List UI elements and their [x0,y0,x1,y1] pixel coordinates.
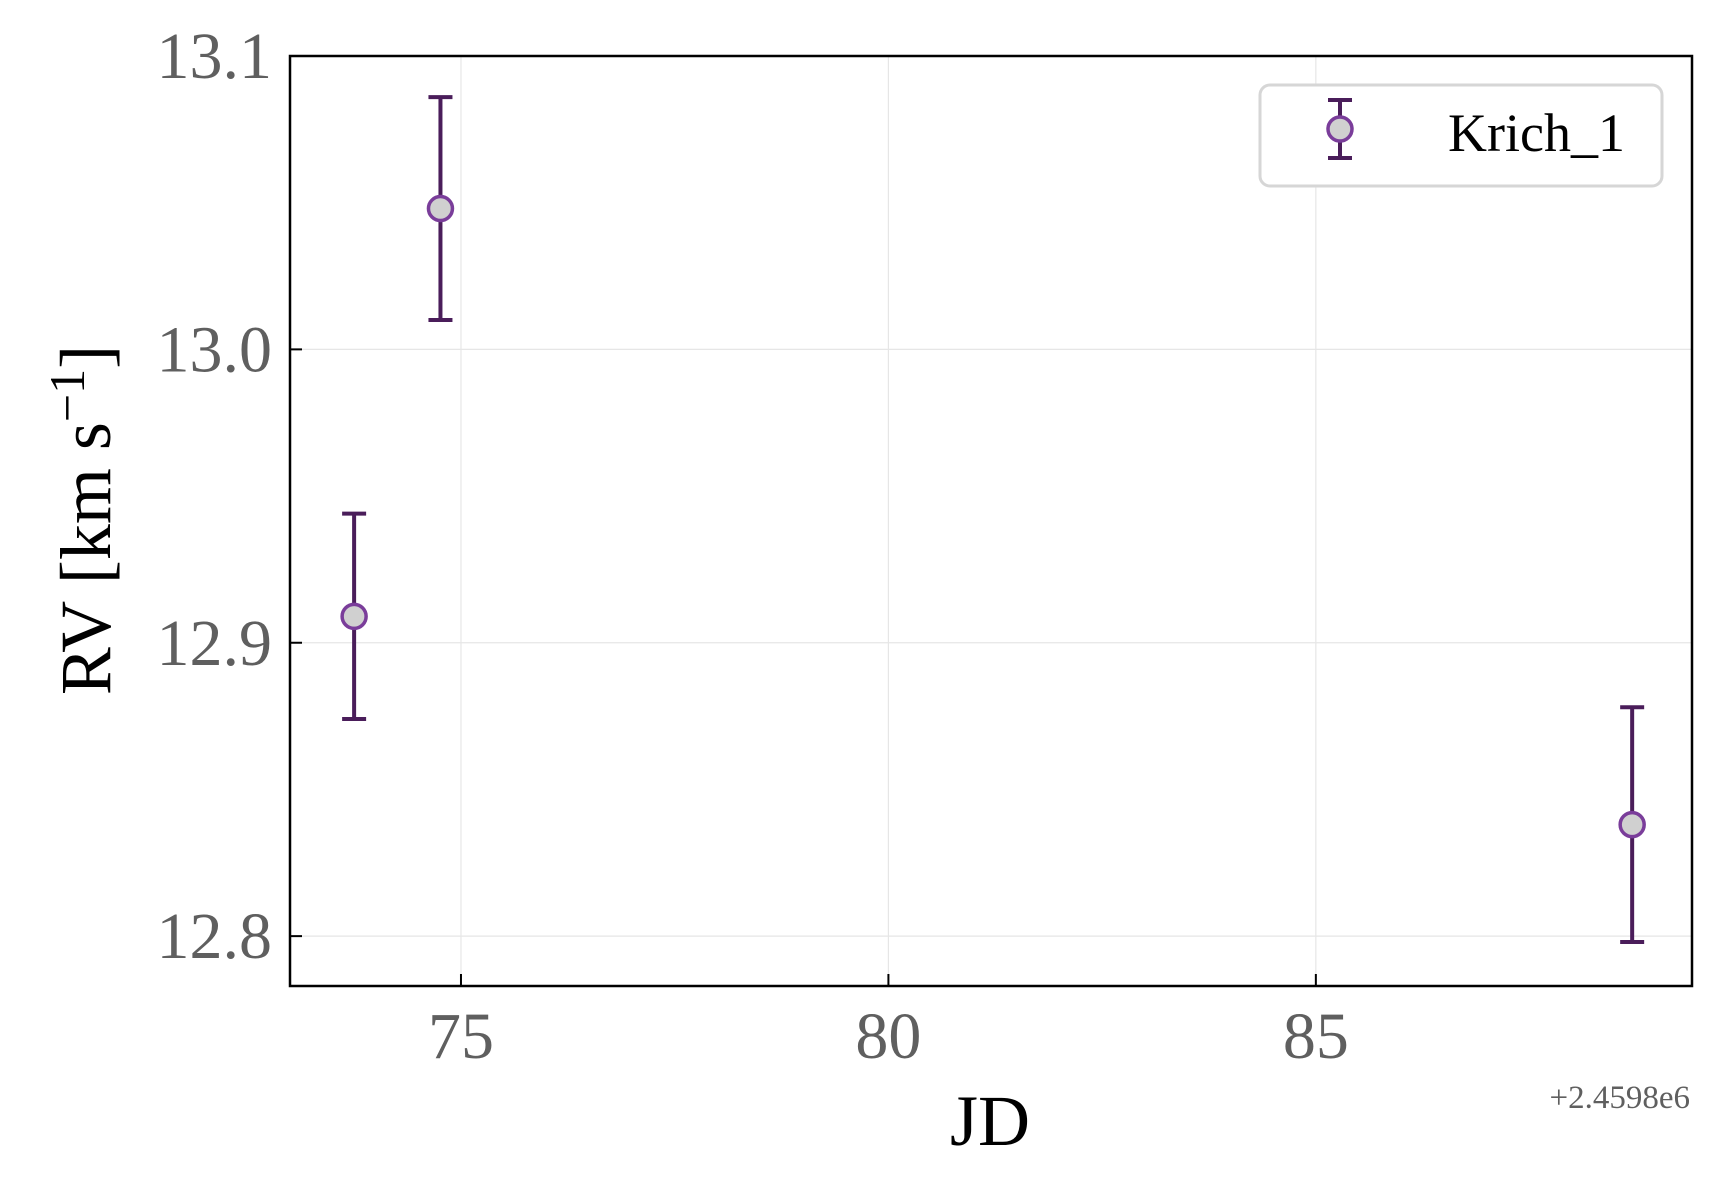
y-tick-label: 13.0 [157,313,273,386]
legend-box [1258,83,1664,188]
y-axis-label-exponent: −1 [39,369,95,422]
y-axis-label-main: RV [km s [46,422,126,695]
y-axis-label-close: ] [46,345,126,369]
x-tick-label: 85 [1283,1000,1349,1073]
data-points [340,95,1646,944]
x-tick-label: 75 [428,1000,494,1073]
x-axis-label: JD [950,1081,1030,1161]
y-tick-label: 13.1 [157,20,273,93]
plot-frame [288,54,1694,988]
axis-ticks: 75 80 85 12.8 12.9 13.0 13.1 [157,20,1349,1073]
legend: Krich_1 [1258,83,1664,188]
x-offset-label: +2.4598e6 [1549,1080,1690,1116]
y-tick-label: 12.8 [157,900,273,973]
legend-marker [1326,98,1354,160]
data-point [340,602,368,631]
y-axis-label: RV [km s−1] [39,345,126,695]
legend-label: Krich_1 [1448,103,1625,163]
data-point-group [340,511,368,722]
grid [290,55,1692,986]
data-point [1618,810,1646,839]
data-point-group [1618,705,1646,944]
x-tick-label: 80 [855,1000,921,1073]
y-tick-label: 12.9 [157,607,273,680]
data-point-group [426,95,455,323]
data-point [1326,115,1354,143]
data-point [426,194,455,223]
